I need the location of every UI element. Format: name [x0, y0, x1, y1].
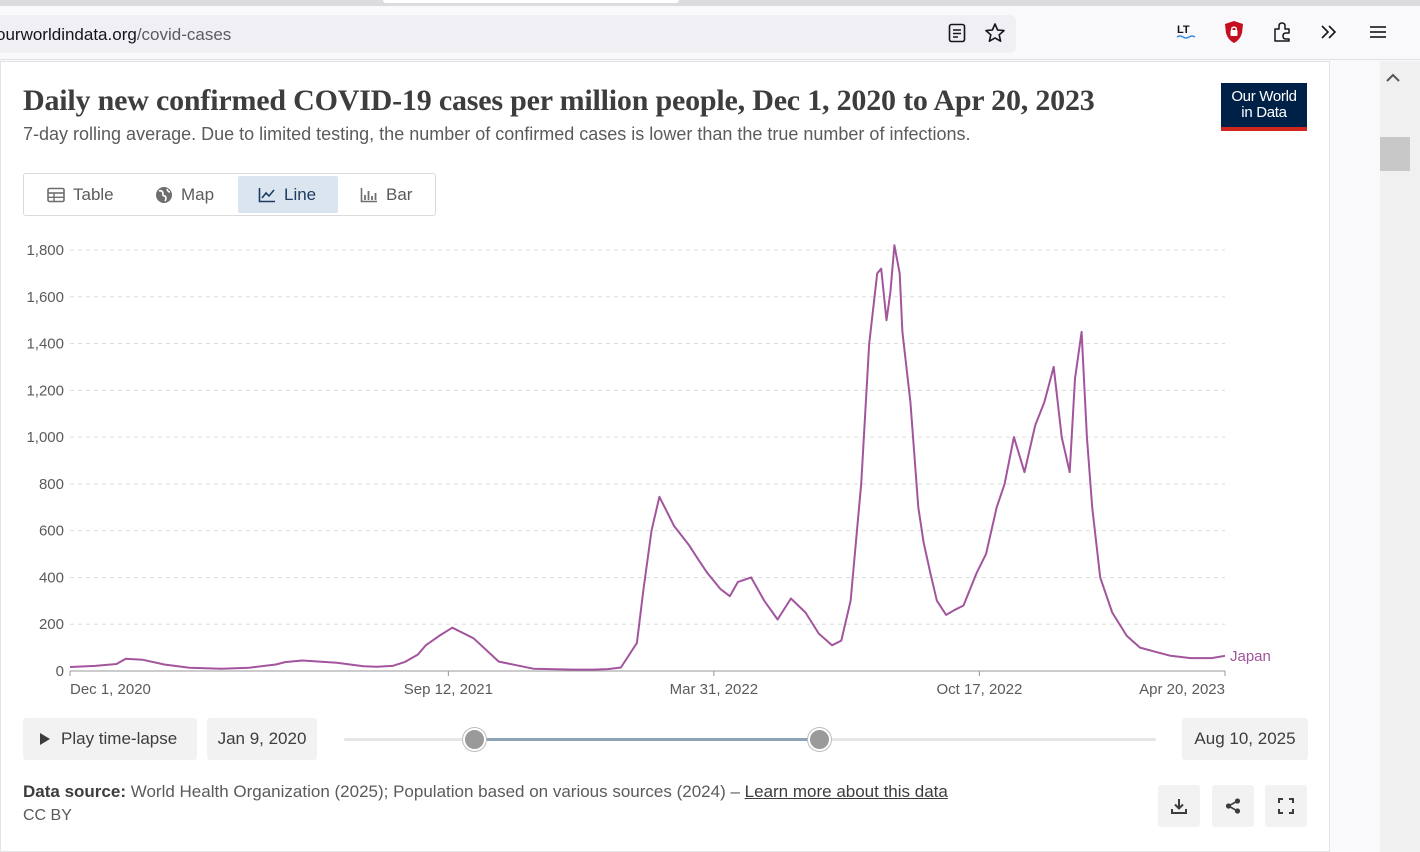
logo-line-2: in Data: [1241, 104, 1287, 121]
fullscreen-icon: [1278, 798, 1294, 814]
x-tick-label: Dec 1, 2020: [70, 681, 151, 698]
logo-line-1: Our World: [1231, 88, 1297, 105]
languagetool-icon[interactable]: LT: [1170, 14, 1202, 50]
globe-icon: [156, 186, 172, 203]
play-timelapse-label: Play time-lapse: [61, 729, 178, 748]
scroll-up-icon[interactable]: [1380, 67, 1406, 89]
tab-line-label: Line: [284, 184, 317, 204]
x-tick-label: Sep 12, 2021: [404, 681, 493, 698]
chart-subtitle: 7-day rolling average. Due to limited te…: [23, 124, 971, 144]
y-tick-label: 1,400: [26, 336, 64, 353]
tab-line[interactable]: Line: [238, 176, 338, 213]
active-tab-indicator: [383, 0, 679, 3]
data-source-text: World Health Organization (2025); Popula…: [130, 782, 740, 801]
data-source-note: Data source: World Health Organization (…: [23, 782, 948, 802]
download-icon: [1171, 799, 1187, 814]
tab-table[interactable]: Table: [47, 176, 114, 213]
y-tick-label: 1,600: [26, 289, 64, 306]
owid-logo[interactable]: Our World in Data: [1221, 83, 1307, 131]
bar-chart-icon: [360, 187, 377, 202]
chart-tabs: Table Map Line Bar: [23, 173, 436, 216]
tab-table-label: Table: [73, 184, 114, 204]
timeline-end-date[interactable]: Aug 10, 2025: [1182, 718, 1308, 760]
extensions-icon[interactable]: [1266, 14, 1298, 50]
scrollbar-thumb[interactable]: [1380, 137, 1410, 171]
license-text: CC BY: [23, 807, 72, 824]
url-text[interactable]: ourworldindata.org/covid-cases: [0, 25, 231, 45]
timeline-start-handle[interactable]: [463, 728, 486, 751]
ublock-shield-icon[interactable]: [1218, 14, 1250, 50]
url-bar[interactable]: ourworldindata.org/covid-cases: [0, 15, 1016, 53]
share-icon: [1225, 798, 1241, 814]
timeline-start-date[interactable]: Jan 9, 2020: [207, 718, 317, 760]
url-path: /covid-cases: [136, 25, 232, 44]
y-tick-label: 800: [39, 476, 64, 493]
y-tick-label: 600: [39, 523, 64, 540]
browser-toolbar: ourworldindata.org/covid-cases LT: [0, 6, 1420, 60]
url-domain: ourworldindata.org: [0, 25, 137, 44]
fullscreen-button[interactable]: [1265, 785, 1307, 827]
x-tick-label: Apr 20, 2023: [1139, 681, 1225, 698]
series-label-japan: Japan: [1230, 648, 1271, 665]
share-button[interactable]: [1212, 785, 1254, 827]
tab-bar-label: Bar: [386, 184, 413, 204]
play-timelapse-button[interactable]: Play time-lapse: [23, 718, 197, 760]
menu-hamburger-icon[interactable]: [1362, 14, 1394, 50]
page-scrollbar[interactable]: [1380, 61, 1420, 852]
table-icon: [47, 187, 65, 202]
y-tick-label: 1,000: [26, 429, 64, 446]
y-tick-label: 0: [56, 663, 64, 680]
tab-map[interactable]: Map: [155, 176, 214, 213]
line-chart-icon: [258, 187, 275, 202]
tab-strip: [0, 0, 1420, 6]
x-tick-label: Mar 31, 2022: [670, 681, 758, 698]
tab-map-label: Map: [181, 184, 215, 204]
line-chart[interactable]: 0 200 400 600 800 1,000 1,200 1,400 1,600 1,800 De…: [0, 230, 1330, 705]
y-tick-label: 400: [39, 569, 64, 586]
series-line-japan: [69, 244, 1226, 671]
y-tick-label: 1,800: [26, 242, 64, 259]
svg-text:LT: LT: [1177, 24, 1190, 36]
y-tick-label: 200: [39, 616, 64, 633]
timeline-slider-range[interactable]: [475, 738, 820, 741]
overflow-chevrons-icon[interactable]: [1313, 14, 1345, 50]
reader-view-icon[interactable]: [941, 15, 973, 51]
tab-bar[interactable]: Bar: [360, 176, 412, 213]
download-button[interactable]: [1158, 785, 1200, 827]
bookmark-star-icon[interactable]: [979, 15, 1011, 51]
y-tick-label: 1,200: [26, 382, 64, 399]
x-tick-label: Oct 17, 2022: [936, 681, 1022, 698]
chart-title: Daily new confirmed COVID-19 cases per m…: [23, 84, 1095, 117]
timeline-end-handle[interactable]: [808, 728, 831, 751]
learn-more-link[interactable]: Learn more about this data: [744, 782, 948, 801]
play-icon: [40, 733, 50, 745]
data-source-label: Data source:: [23, 782, 126, 801]
